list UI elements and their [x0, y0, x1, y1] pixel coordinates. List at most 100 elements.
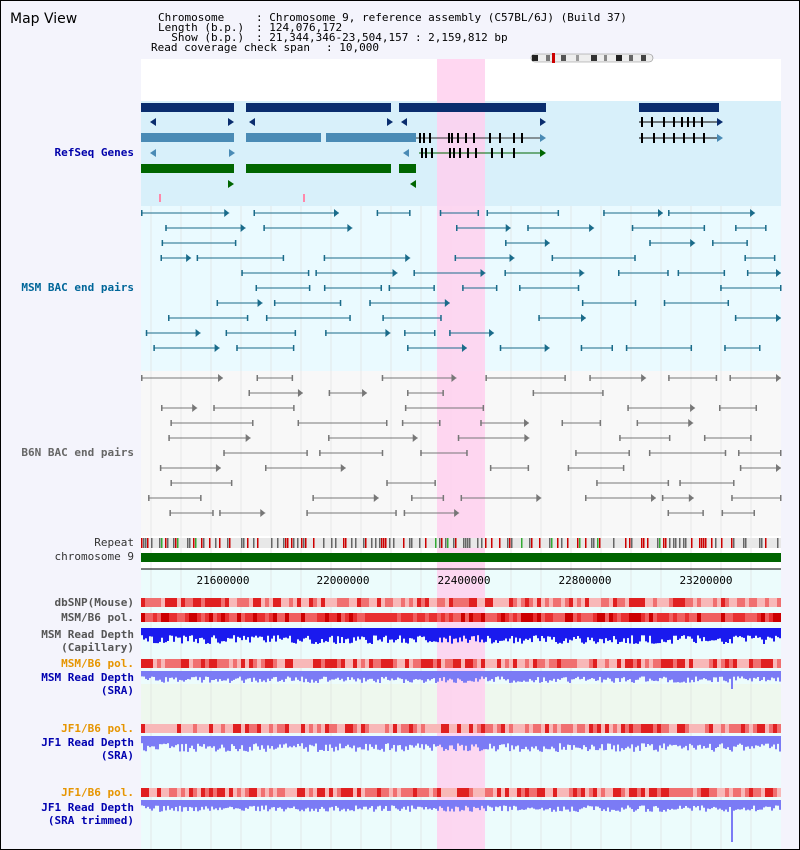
depth-bar [607, 736, 609, 744]
depth-bar [297, 800, 299, 810]
pol-cell [489, 788, 493, 797]
depth-bar [633, 736, 635, 752]
tick-label: 21600000 [197, 574, 250, 587]
pol-cell [637, 613, 641, 622]
depth-bar [143, 671, 145, 677]
chromosome-ideogram[interactable] [530, 53, 654, 63]
depth-bar [265, 736, 267, 752]
depth-bar [659, 800, 661, 812]
pol-cell [233, 659, 237, 668]
gene-exon [448, 133, 450, 143]
depth-bar [775, 736, 777, 750]
pol-cell [257, 613, 261, 622]
bac-pair-end [505, 240, 507, 246]
depth-bar [713, 736, 715, 752]
depth-bar [561, 671, 563, 679]
pol-cell [145, 724, 149, 733]
pol-cell [545, 659, 549, 668]
depth-bar [235, 800, 237, 809]
highlight-region[interactable] [437, 59, 485, 849]
depth-bar [759, 628, 761, 638]
bac-pair-end [668, 435, 671, 441]
depth-bar [351, 736, 353, 749]
pol-cell [757, 788, 761, 797]
pol-cell [329, 724, 333, 733]
depth-bar [635, 671, 637, 680]
depth-bar [253, 628, 255, 638]
depth-bar [539, 671, 541, 683]
arrow-left-icon [410, 180, 416, 188]
pol-cell [761, 724, 765, 733]
msm-bac-track[interactable] [141, 209, 782, 352]
depth-bar [579, 671, 581, 680]
depth-bar [701, 671, 703, 680]
depth-bar [145, 800, 147, 809]
pol-cell [413, 659, 417, 668]
depth-bar [345, 628, 347, 640]
snp-cell [309, 598, 313, 607]
depth-bar [383, 800, 385, 809]
depth-bar [745, 800, 747, 811]
repeat-mark [577, 538, 579, 548]
depth-bar [573, 628, 575, 638]
depth-bar [147, 800, 149, 807]
pol-cell [681, 724, 685, 733]
repeat-mark [165, 538, 167, 548]
depth-bar [555, 671, 557, 682]
pol-cell [309, 659, 313, 668]
pol-cell [637, 724, 641, 733]
refseq-genes-track[interactable] [141, 103, 723, 202]
depth-bar [201, 800, 203, 807]
bac-pair-end [236, 345, 238, 351]
snp-cell [177, 598, 181, 607]
repeat-mark [209, 538, 211, 548]
snp-cell [393, 598, 397, 607]
pol-cell [521, 724, 525, 733]
b6n-bac-track[interactable] [141, 374, 782, 517]
pol-cell [197, 659, 201, 668]
depth-bar [745, 736, 747, 747]
bac-pair-end [703, 225, 706, 231]
arrow-right-icon [540, 134, 546, 142]
depth-bar [369, 671, 371, 679]
depth-bar [505, 628, 507, 639]
depth-bar [157, 628, 159, 644]
pol-cell [553, 659, 557, 668]
depth-bar [637, 800, 639, 809]
pol-cell [421, 788, 425, 797]
pol-cell [521, 613, 525, 622]
depth-bar [165, 800, 167, 811]
pol-cell [621, 724, 625, 733]
snp-cell [705, 598, 709, 607]
repeat-track[interactable] [141, 538, 781, 548]
depth-bar [619, 800, 621, 812]
pol-cell [617, 724, 621, 733]
repeat-mark [143, 538, 145, 548]
depth-bar [371, 628, 373, 644]
pol-cell [353, 724, 357, 733]
pol-cell [321, 788, 325, 797]
depth-bar [643, 671, 645, 677]
depth-bar [715, 800, 717, 808]
depth-bar [585, 800, 587, 808]
depth-bar [223, 800, 225, 809]
gene-exon [683, 133, 685, 143]
label-b6n-bac: B6N BAC end pairs [21, 446, 134, 459]
depth-bar [753, 671, 755, 678]
depth-tracks[interactable] [141, 628, 781, 842]
depth-bar [747, 628, 749, 636]
repeat-mark [453, 538, 455, 548]
heat-tracks[interactable] [141, 598, 781, 797]
gene-exon [663, 117, 665, 127]
arrow-right-icon [215, 464, 221, 472]
depth-bar [171, 628, 173, 636]
depth-bar [749, 736, 751, 749]
depth-bar [181, 800, 183, 812]
pol-cell [557, 788, 561, 797]
chromosome-bar[interactable] [141, 553, 781, 562]
depth-bar [521, 671, 523, 682]
repeat-mark [253, 538, 255, 548]
depth-bar [515, 628, 517, 638]
label-msm-b6-pol-sra: MSM/B6 pol. [61, 657, 134, 670]
